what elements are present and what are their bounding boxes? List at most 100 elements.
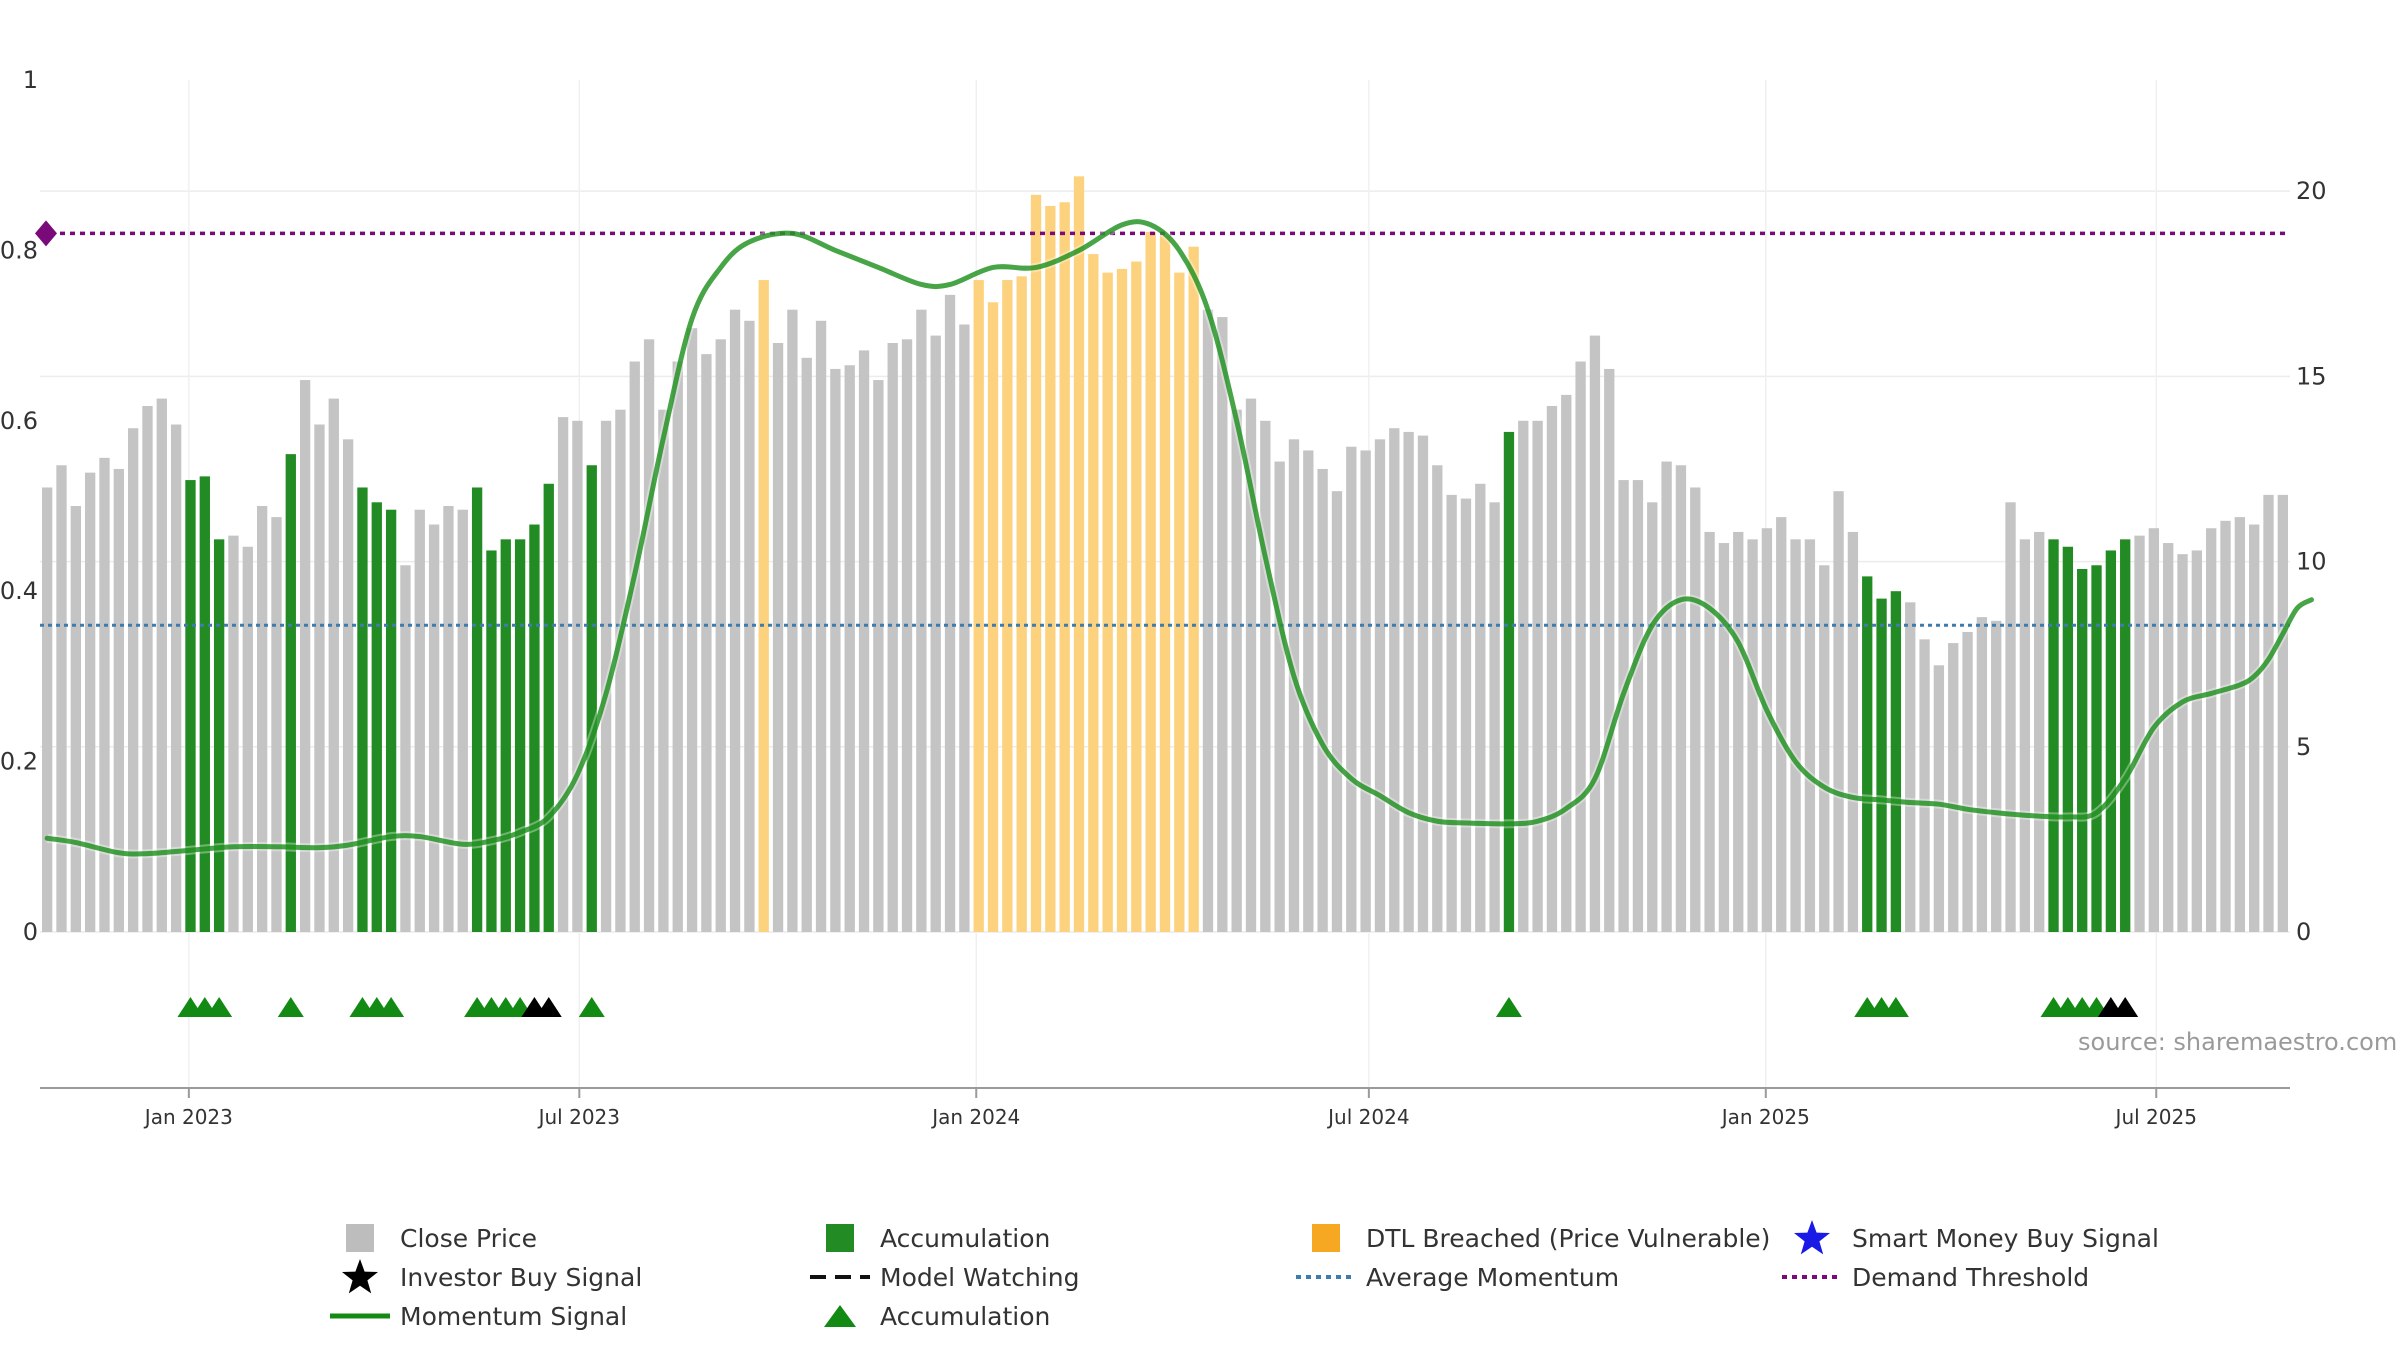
dtl-breached-bar [1116,268,1128,932]
tick-labels: Jan 2023 Jul 2023 Jan 2024 Jul 2024 Jan 2025… [0,66,2327,1129]
dtl-breached-bar [1188,246,1199,932]
close-price-bar [1675,465,1687,932]
close-price-bar [256,506,268,932]
accumulation-bar [385,509,397,932]
close-price-bar [1518,420,1529,932]
bar-series [42,176,2288,933]
close-price-bar [959,324,970,933]
close-price-bar [1976,617,1988,932]
close-price-bar [1905,602,1916,932]
close-price-bar [70,506,81,932]
close-price-bar [1260,420,1271,932]
accumulation-bar [500,539,511,932]
close-price-bar [901,339,913,933]
close-price-bar [858,350,870,933]
close-price-bar [2277,494,2288,932]
dtl-breached-bar [1045,205,1056,933]
y-right-tick-label: 10 [2296,548,2327,576]
accumulation-bar [357,487,368,932]
close-price-bar [1718,543,1730,932]
close-price-bar [1661,461,1672,932]
accumulation-triangle [277,997,304,1017]
close-price-bar [643,339,655,933]
close-price-bar [1288,439,1300,932]
close-price-bar [127,428,139,932]
x-tick-label: Jan 2025 [1720,1105,1810,1129]
accumulation-bar [213,539,225,932]
close-price-bar [830,368,841,933]
close-price-bar [2163,543,2174,932]
close-price-bar [1202,309,1214,932]
y-right-tick-label: 20 [2296,177,2327,205]
close-price-bar [787,309,798,932]
close-price-bar [2034,531,2045,932]
y-left-tick-label: 0.2 [0,748,38,776]
close-price-bar [686,328,698,933]
close-price-bar [99,457,110,932]
dtl-breached-bar [987,302,999,932]
close-price-bar [1733,531,1744,932]
close-price-bar [1819,565,1830,932]
close-price-bar [299,380,311,932]
close-price-bar [113,468,124,932]
close-price-bar [2134,535,2145,932]
close-price-bar [772,343,784,933]
accumulation-bar [2120,539,2131,932]
x-tick-label: Jan 2024 [930,1105,1020,1129]
accumulation-bar [471,487,483,932]
close-price-bar [1747,539,1758,932]
close-price-bar [1331,491,1343,932]
close-price-bar [1374,439,1386,932]
close-price-bar [170,424,182,932]
close-price-bar [1346,446,1357,932]
accumulation-bar [2105,550,2117,932]
close-price-bar [1589,335,1601,933]
signal-markers [177,997,2139,1017]
close-price-bar [1618,480,1629,932]
accumulation-triangle [1495,997,1522,1017]
dtl-breached-bar [1059,202,1070,933]
accumulation-bar [529,524,540,932]
close-price-bar [1432,465,1443,932]
close-price-bar [2206,528,2217,932]
y-right-tick-label: 0 [2296,918,2311,946]
accumulation-bar [199,476,210,932]
close-price-bar [1489,502,1500,932]
close-price-bar [314,424,325,932]
dtl-breached-bar [1002,280,1013,932]
source-label: source: sharemaestro.com [2078,1028,2397,1056]
close-price-bar [1303,450,1314,932]
investor-buy-triangle [535,997,562,1017]
close-price-bar [744,320,755,933]
close-price-bar [56,465,67,932]
accumulation-triangle [378,997,405,1017]
close-price-bar [1546,405,1558,932]
demand-threshold-diamond [35,220,57,247]
close-price-bar [844,365,855,933]
accumulation-bar [486,550,497,932]
close-price-bar [1804,539,1816,932]
close-price-bar [1532,420,1543,932]
x-tick-label: Jul 2025 [2114,1105,2197,1129]
dtl-breached-bar [1016,276,1027,932]
dtl-breached-bar [758,280,769,932]
close-price-bar [1761,528,1773,932]
dtl-breached-bar [1088,254,1099,932]
close-price-bar [701,354,712,933]
close-price-bar [1919,639,1930,932]
momentum-signal-line [44,219,2314,857]
close-price-bar [1575,361,1586,933]
close-price-bar [342,439,354,932]
y-left-tick-label: 0.8 [0,236,38,264]
dtl-breached-bar [1174,272,1185,932]
y-right-tick-label: 15 [2296,362,2327,390]
close-price-bar [944,294,956,932]
close-price-bar [715,339,726,933]
close-price-bar [887,343,898,933]
close-price-bar [2177,554,2188,932]
close-price-bar [328,398,339,932]
close-price-bar [2220,520,2231,932]
close-price-bar [1274,461,1285,932]
close-price-bar [228,535,239,932]
close-price-bar [815,320,827,933]
